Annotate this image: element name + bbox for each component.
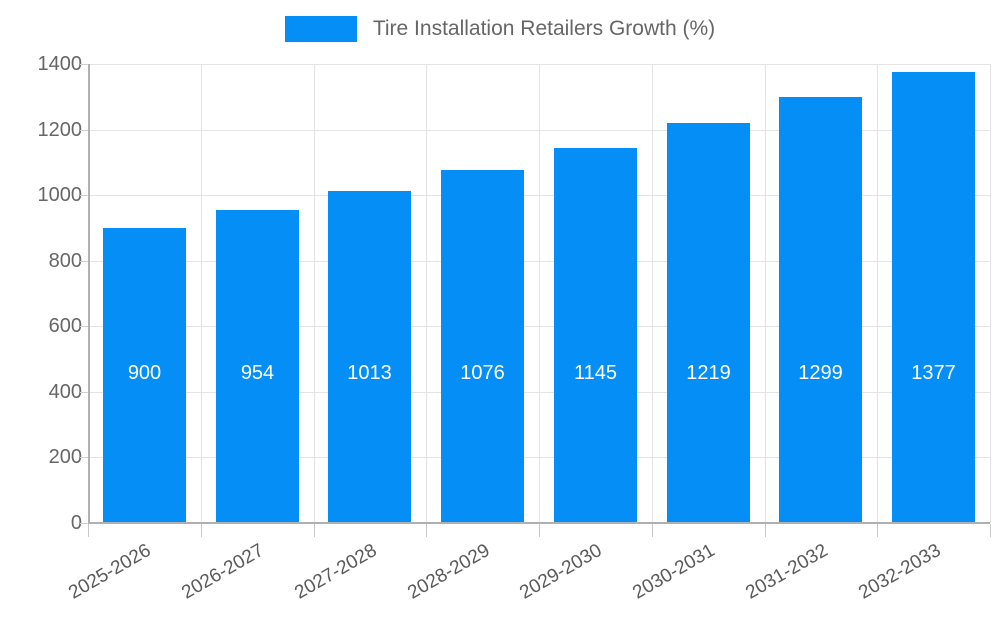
gridline-vertical [314,64,315,523]
bar-value-label: 954 [240,362,275,384]
bar-value-label: 1377 [911,362,956,384]
y-axis-tick-mark [80,64,88,65]
y-axis-tick-mark [80,391,88,393]
bar[interactable]: 1145 [554,148,637,523]
gridline-vertical [877,64,878,523]
y-axis-tick-mark [80,457,88,459]
bar-value-label: 1076 [460,362,505,384]
chart-legend: Tire Installation Retailers Growth (%) [0,12,1000,46]
x-axis-tick-mark [652,524,653,537]
bar-value-label: 1145 [573,362,617,384]
bar[interactable]: 1219 [667,123,750,523]
legend-color-swatch-icon[interactable] [284,16,357,42]
y-axis-tick-labels: 0 200 400 600 800 1000 1200 1400 [0,0,83,600]
y-axis-tick-label: 1200 [37,118,83,141]
bar-chart: Tire Installation Retailers Growth (%) 0… [0,0,1000,604]
x-axis-tick-mark [877,524,878,537]
x-axis-tick-mark [426,524,427,537]
bar[interactable]: 1076 [441,170,524,523]
x-axis-tick-mark [765,524,766,537]
plot-area: 900 954 1013 1076 1145 1219 1299 1377 [88,64,991,524]
bar-value-label: 1299 [798,362,843,384]
y-axis-tick-mark [80,129,88,131]
y-axis-tick-label: 400 [48,380,82,403]
bar[interactable]: 1299 [779,97,862,523]
bar-value-label: 1219 [686,362,731,384]
y-axis-line [88,64,90,524]
bar[interactable]: 1377 [892,72,975,523]
y-axis-tick-mark [80,195,88,197]
y-axis-tick-mark [80,260,88,262]
y-axis-tick-label: 1000 [37,184,83,207]
y-axis-tick-label: 600 [48,315,82,338]
bar-value-label: 900 [127,362,162,384]
gridline-vertical [539,64,540,523]
y-axis-tick-label: 200 [48,446,82,469]
gridline-vertical [426,64,427,523]
bar[interactable]: 900 [103,228,186,523]
y-axis-tick-label: 800 [48,249,82,272]
x-axis-line [88,522,990,524]
legend-label[interactable]: Tire Installation Retailers Growth (%) [372,17,716,40]
gridline-vertical [765,64,766,523]
x-axis-tick-mark [990,524,991,537]
y-axis-tick-mark [80,523,88,524]
bar[interactable]: 1013 [328,191,411,523]
x-axis-tick-mark [314,524,315,537]
y-axis-tick-label: 1400 [37,53,83,75]
gridline-vertical [201,64,202,523]
y-axis-tick-mark [80,326,88,328]
gridline-vertical [990,64,991,523]
x-axis-tick-mark [201,524,202,537]
x-axis-tick-mark [88,524,89,537]
x-axis-tick-mark [539,524,540,537]
bar[interactable]: 954 [216,210,299,523]
y-axis-tick-label: 0 [70,512,82,534]
bar-value-label: 1013 [347,362,392,384]
gridline-vertical [652,64,653,523]
